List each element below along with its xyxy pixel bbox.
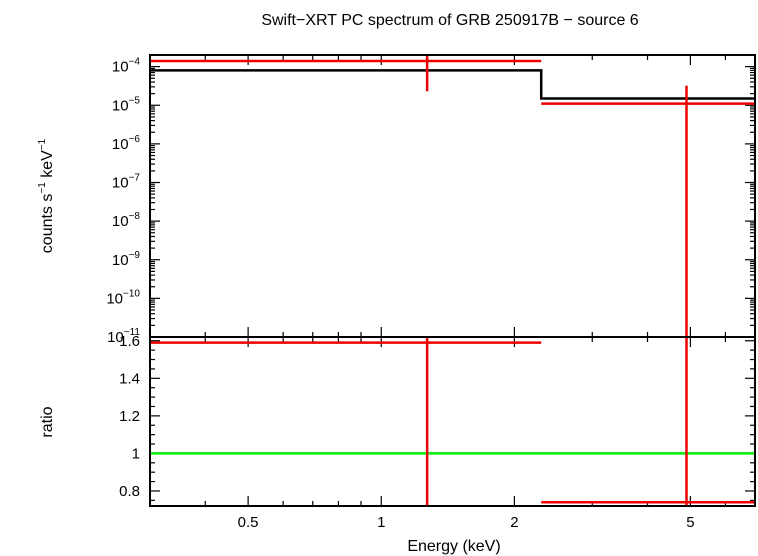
y-axis-label-ratio: ratio	[39, 406, 56, 437]
spectrum-y-tick-label: 10−9	[112, 250, 141, 269]
spectrum-y-tick-label: 10−8	[112, 211, 141, 230]
x-tick-label: 1	[377, 514, 385, 531]
spectrum-y-tick-label: 10−6	[112, 134, 141, 153]
model-step-line	[150, 70, 755, 98]
ratio-y-tick-label: 1.2	[119, 408, 140, 425]
y-axis-label-exp1: −1	[37, 182, 48, 194]
y-axis-label-spectrum: counts s−1 keV−1	[37, 138, 56, 253]
x-tick-label: 2	[510, 514, 518, 531]
ratio-y-tick-label: 1.6	[119, 333, 140, 350]
x-tick-label: 0.5	[238, 514, 259, 531]
ratio-y-tick-label: 0.8	[119, 483, 140, 500]
ratio-y-tick-label: 1.4	[119, 370, 140, 387]
spectrum-y-tick-label: 10−4	[112, 57, 141, 76]
ratio-panel: 0.5 1 2 5 0.8 1 1.2 1.4 1.6	[119, 333, 755, 531]
spectrum-y-tick-label: 10−7	[112, 173, 141, 192]
ratio-y-tick-label: 1	[132, 445, 140, 462]
y-axis-label-unit: keV	[39, 150, 56, 182]
chart-title: Swift−XRT PC spectrum of GRB 250917B − s…	[261, 12, 638, 29]
spectrum-y-tick-label: 10−5	[112, 95, 141, 114]
x-axis-label: Energy (keV)	[407, 538, 500, 555]
ratio-frame	[150, 337, 755, 506]
x-tick-label: 5	[686, 514, 694, 531]
y-axis-label-exp2: −1	[37, 138, 48, 150]
spectrum-y-tick-label: 10−10	[106, 288, 140, 307]
y-axis-label-main: counts s	[39, 194, 56, 254]
